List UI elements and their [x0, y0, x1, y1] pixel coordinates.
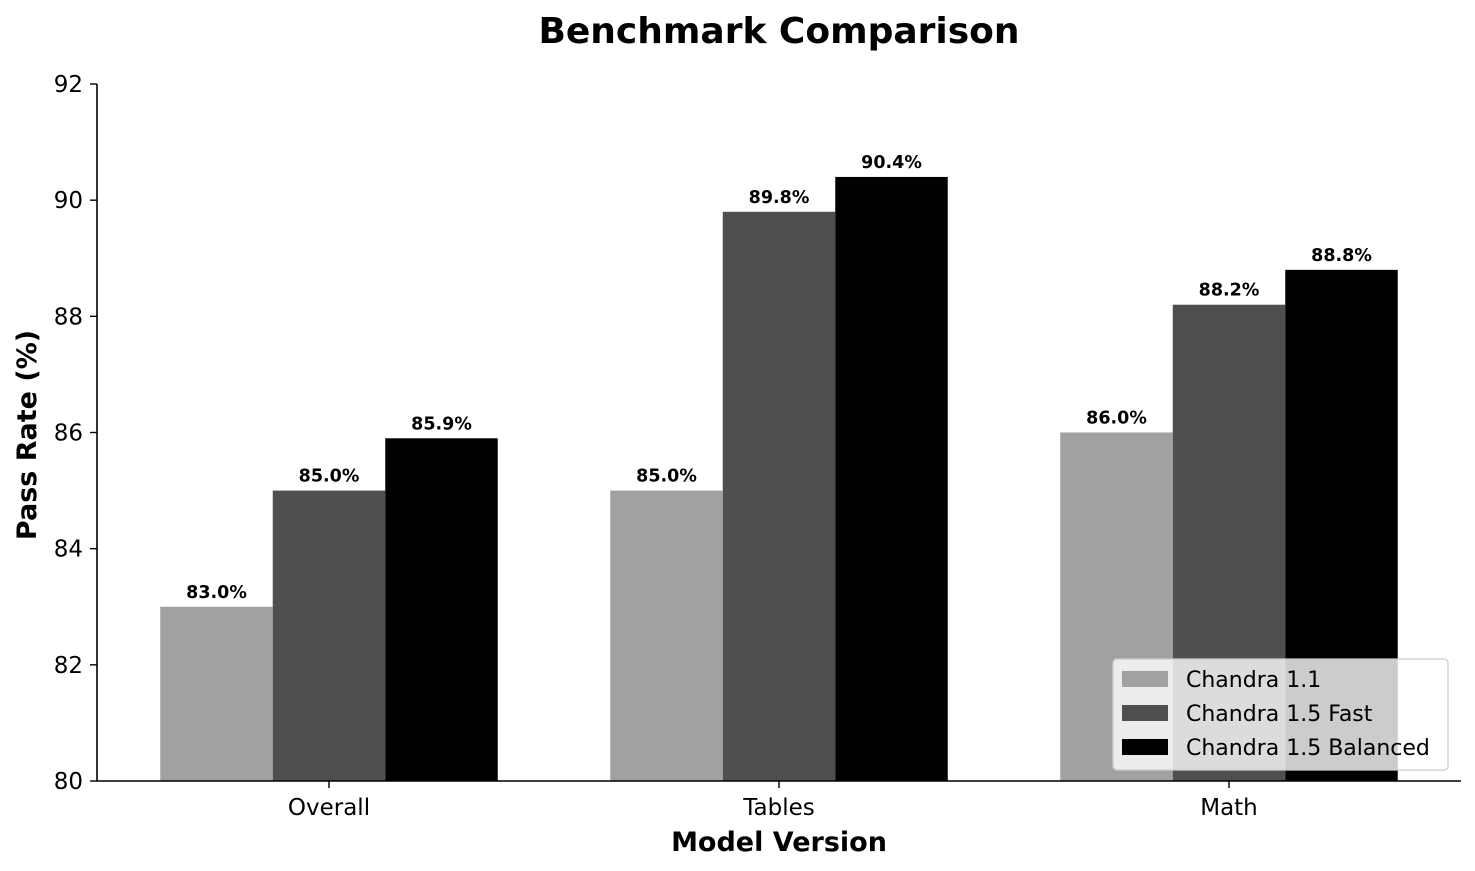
bar-chandra-1-1-overall [160, 606, 273, 781]
legend-swatch [1122, 671, 1168, 687]
data-label: 88.2% [1199, 281, 1260, 301]
data-label: 89.8% [749, 188, 810, 208]
y-tick-label: 92 [54, 72, 83, 98]
legend-swatch [1122, 739, 1168, 755]
bar-chandra-1-1-tables [610, 490, 723, 781]
data-label: 90.4% [861, 153, 922, 173]
data-label: 86.0% [1086, 409, 1147, 429]
bar-chandra-1-5-balanced-overall [385, 438, 498, 781]
y-tick-label: 88 [54, 304, 83, 330]
x-tick-label: Tables [742, 795, 814, 821]
data-label: 88.8% [1311, 246, 1372, 266]
legend-swatch [1122, 705, 1168, 721]
x-tick-label: Math [1200, 795, 1258, 821]
bar-chandra-1-5-balanced-tables [835, 176, 948, 781]
legend-frame [1112, 658, 1449, 771]
y-tick-label: 90 [54, 188, 83, 214]
data-label: 85.9% [411, 414, 472, 434]
bar-chandra-1-5-fast-tables [722, 211, 836, 782]
y-tick-label: 84 [54, 537, 83, 563]
data-label: 85.0% [636, 467, 697, 487]
chart-title: Benchmark Comparison [538, 11, 1019, 52]
legend-label: Chandra 1.1 [1186, 668, 1321, 693]
y-tick-label: 86 [54, 421, 83, 447]
data-label: 83.0% [186, 583, 247, 603]
y-tick-label: 82 [54, 653, 83, 679]
x-axis-title: Model Version [671, 827, 887, 858]
y-axis-title: Pass Rate (%) [12, 330, 43, 540]
x-tick-label: Overall [288, 795, 370, 821]
bar-chandra-1-5-fast-overall [272, 490, 386, 781]
legend-label: Chandra 1.5 Fast [1186, 702, 1373, 727]
data-label: 85.0% [299, 467, 360, 487]
legend-label: Chandra 1.5 Balanced [1186, 736, 1430, 761]
y-tick-label: 80 [54, 769, 83, 795]
legend: Chandra 1.1 Chandra 1.5 Fast Chandra 1.5 B… [1112, 658, 1449, 771]
